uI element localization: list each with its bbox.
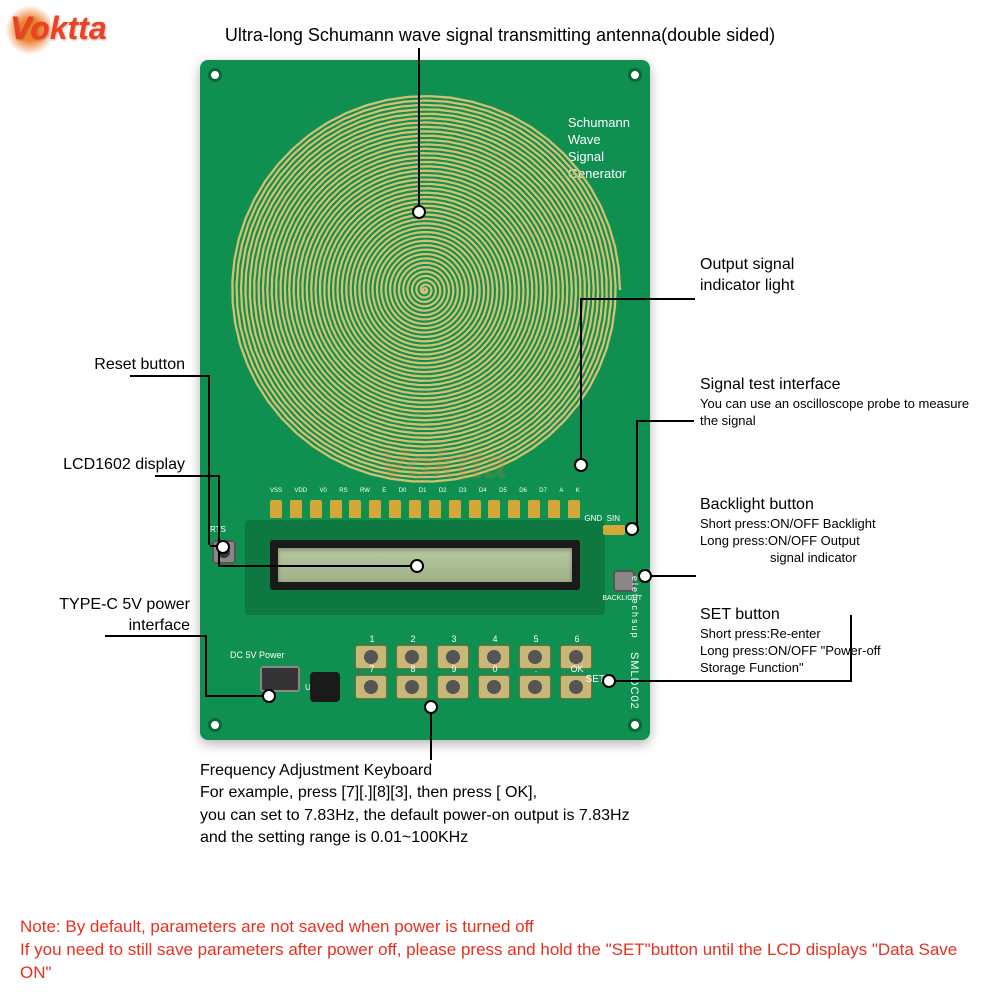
callout-typec: TYPE-C 5V powerinterface (15, 595, 190, 637)
footer-note: Note: By default, parameters are not sav… (20, 916, 980, 985)
pcb-board: SchumannWave SignalGenerator VSSVDDV0RSR… (200, 60, 650, 740)
leader-line (580, 298, 695, 300)
lcd-module (245, 520, 605, 615)
leader-dot (574, 458, 588, 472)
key-7[interactable]: 7 (355, 675, 387, 699)
leader-line (205, 635, 207, 695)
leader-line (130, 375, 210, 377)
spiral-antenna (225, 90, 625, 490)
callout-backlight: Backlight button Short press:ON/OFF Back… (700, 495, 990, 566)
leader-line (105, 635, 205, 637)
power-silk: DC 5V Power (230, 650, 285, 660)
callout-set: SET button Short press:Re-enter Long pre… (700, 605, 990, 676)
lcd-pin-labels: VSSVDDV0RSRWED0D1D2D3D4D5D6D7AK (270, 488, 580, 494)
keypad: 1234567890.OK (355, 645, 625, 705)
test-pin-labels: GND SIN (584, 514, 620, 523)
leader-dot (602, 674, 616, 688)
leader-line (636, 420, 694, 422)
leader-line (208, 375, 210, 545)
brand-logo: Voktta (10, 10, 107, 47)
leader-dot (638, 569, 652, 583)
leader-line (636, 420, 638, 525)
title-antenna: Ultra-long Schumann wave signal transmit… (140, 25, 860, 46)
leader-line (580, 298, 582, 463)
callout-reset: Reset button (15, 355, 185, 376)
leader-dot (410, 559, 424, 573)
leader-line (430, 710, 432, 760)
callout-signal-test: Signal test interface You can use an osc… (700, 375, 990, 430)
leader-line (218, 565, 413, 567)
leader-dot (262, 689, 276, 703)
power-component (310, 672, 340, 702)
callout-output: Output signalindicator light (700, 255, 980, 297)
key-.[interactable]: . (519, 675, 551, 699)
leader-dot (412, 205, 426, 219)
leader-line (205, 695, 265, 697)
leader-dot (216, 540, 230, 554)
test-pins[interactable] (603, 525, 625, 535)
key-8[interactable]: 8 (396, 675, 428, 699)
leader-dot (625, 522, 639, 536)
callout-lcd: LCD1602 display (15, 455, 185, 476)
lcd-pin-header (270, 500, 580, 518)
vendor-silk: eletechsup (630, 576, 640, 640)
leader-line (850, 615, 852, 682)
leader-line (155, 475, 220, 477)
key-0[interactable]: 0 (478, 675, 510, 699)
key-9[interactable]: 9 (437, 675, 469, 699)
usb-c-port[interactable] (260, 666, 300, 692)
callout-keyboard: Frequency Adjustment Keyboard For exampl… (200, 760, 630, 850)
leader-dot (424, 700, 438, 714)
leader-line (648, 575, 696, 577)
leader-line (610, 680, 850, 682)
leader-line (418, 48, 420, 208)
